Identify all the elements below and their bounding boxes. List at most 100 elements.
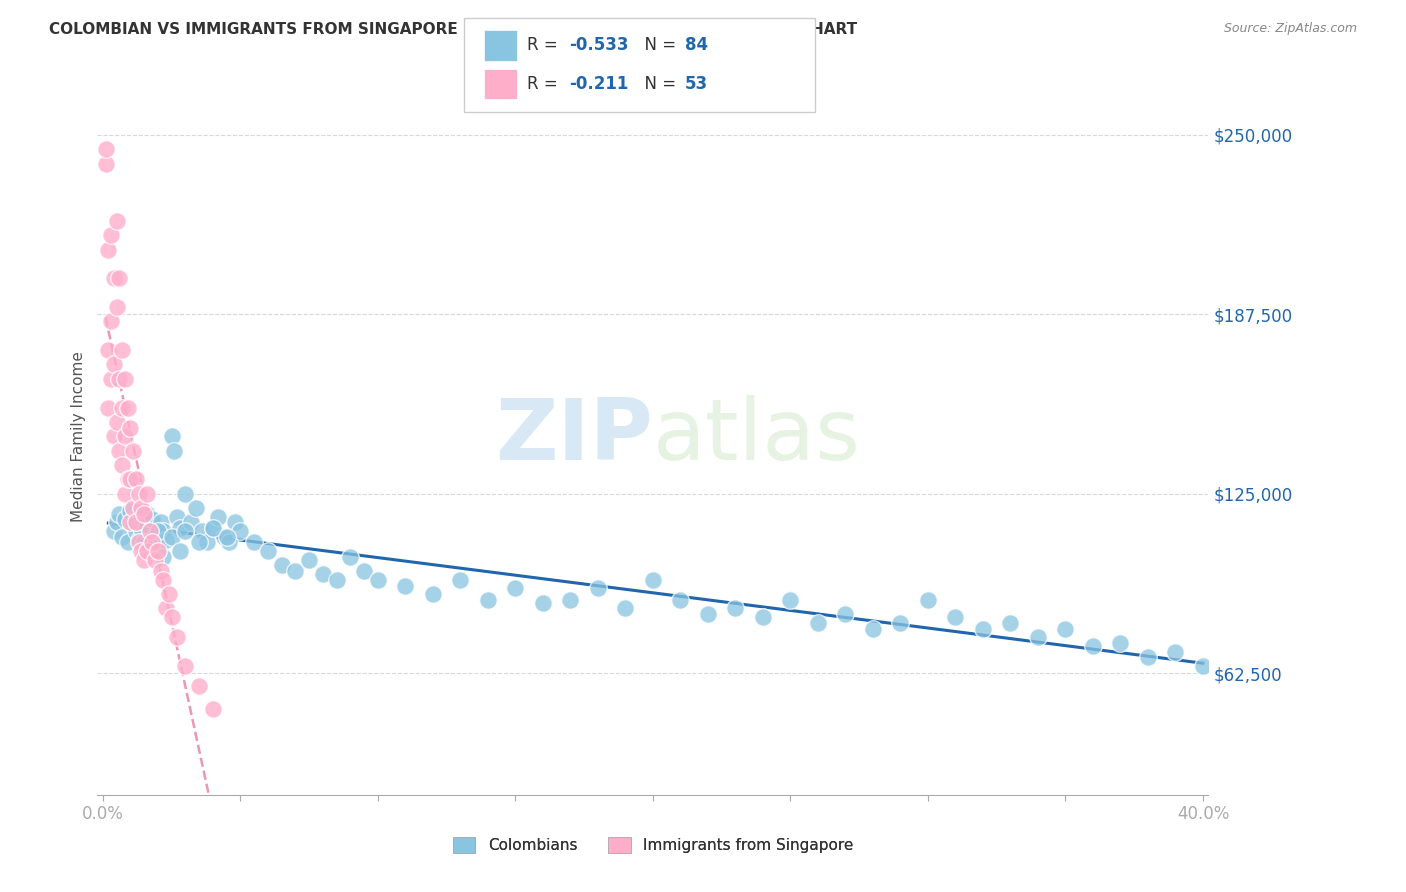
Point: [149, 564, 172, 578]
Point: [117, 472, 139, 486]
Point: [160, 610, 183, 624]
Point: [111, 458, 134, 472]
Point: [1192, 659, 1215, 673]
Point: [889, 615, 911, 630]
Point: [105, 214, 128, 228]
Point: [477, 592, 499, 607]
Point: [218, 535, 240, 549]
Point: [122, 443, 145, 458]
Point: [114, 429, 136, 443]
Point: [97, 401, 120, 415]
Point: [114, 372, 136, 386]
Point: [141, 535, 163, 549]
Point: [111, 530, 134, 544]
Point: [155, 533, 177, 547]
Point: [945, 610, 967, 624]
Text: ZIP: ZIP: [495, 395, 652, 478]
Point: [160, 530, 183, 544]
Point: [143, 530, 166, 544]
Point: [201, 521, 224, 535]
Point: [367, 573, 389, 587]
Point: [641, 573, 664, 587]
Point: [131, 521, 153, 535]
Text: R =: R =: [527, 75, 564, 93]
Point: [103, 524, 125, 538]
Point: [1164, 644, 1187, 658]
Point: [108, 271, 131, 285]
Text: -0.533: -0.533: [569, 37, 628, 54]
Point: [94, 142, 117, 156]
Point: [103, 358, 125, 372]
Point: [1000, 615, 1022, 630]
Point: [120, 420, 142, 434]
Point: [155, 601, 177, 615]
Point: [312, 567, 335, 582]
Point: [201, 521, 224, 535]
Point: [422, 587, 444, 601]
Point: [125, 516, 148, 530]
Point: [1109, 636, 1132, 650]
Point: [146, 535, 169, 549]
Point: [117, 535, 139, 549]
Point: [149, 516, 172, 530]
Point: [114, 512, 136, 526]
Point: [100, 372, 122, 386]
Point: [152, 549, 174, 564]
Point: [560, 592, 582, 607]
Point: [188, 535, 211, 549]
Point: [143, 552, 166, 566]
Point: [180, 516, 202, 530]
Point: [1026, 630, 1049, 644]
Point: [146, 544, 169, 558]
Point: [212, 530, 235, 544]
Point: [122, 501, 145, 516]
Point: [169, 521, 191, 535]
Point: [229, 524, 252, 538]
Point: [157, 587, 180, 601]
Point: [188, 679, 211, 693]
Point: [752, 610, 775, 624]
Text: COLOMBIAN VS IMMIGRANTS FROM SINGAPORE MEDIAN FAMILY INCOME CORRELATION CHART: COLOMBIAN VS IMMIGRANTS FROM SINGAPORE M…: [49, 22, 858, 37]
Point: [132, 516, 155, 530]
Point: [135, 544, 157, 558]
Point: [174, 524, 197, 538]
Point: [152, 524, 174, 538]
Point: [97, 343, 120, 358]
Point: [105, 516, 128, 530]
Point: [353, 564, 375, 578]
Point: [270, 558, 292, 573]
Y-axis label: Median Family Income: Median Family Income: [72, 351, 86, 522]
Point: [114, 486, 136, 500]
Point: [94, 156, 117, 170]
Text: 53: 53: [685, 75, 707, 93]
Point: [1136, 650, 1159, 665]
Point: [138, 524, 160, 538]
Text: N =: N =: [634, 37, 682, 54]
Point: [132, 552, 155, 566]
Point: [862, 622, 884, 636]
Point: [207, 509, 229, 524]
Point: [120, 516, 142, 530]
Point: [696, 607, 718, 622]
Point: [972, 622, 994, 636]
Point: [108, 443, 131, 458]
Point: [669, 592, 692, 607]
Point: [128, 486, 150, 500]
Point: [125, 524, 148, 538]
Point: [103, 271, 125, 285]
Point: [339, 549, 361, 564]
Point: [120, 504, 142, 518]
Point: [169, 544, 191, 558]
Point: [163, 443, 186, 458]
Point: [105, 415, 128, 429]
Point: [111, 401, 134, 415]
Point: [166, 509, 188, 524]
Point: [108, 507, 131, 521]
Point: [807, 615, 830, 630]
Text: atlas: atlas: [652, 395, 860, 478]
Point: [132, 507, 155, 521]
Point: [191, 524, 214, 538]
Point: [531, 596, 554, 610]
Point: [449, 573, 471, 587]
Legend: Colombians, Immigrants from Singapore: Colombians, Immigrants from Singapore: [447, 831, 859, 859]
